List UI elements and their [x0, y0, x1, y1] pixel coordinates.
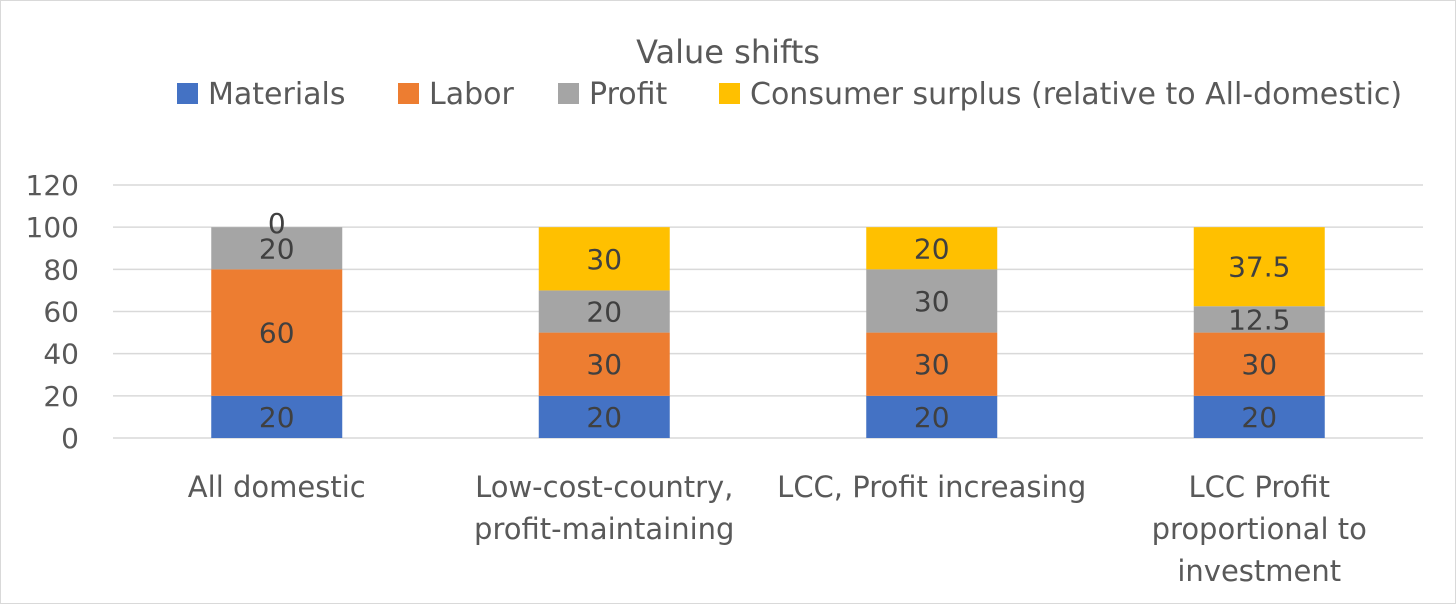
x-axis: All domestic Low-cost-country, profit-main… [188, 470, 1367, 588]
bar-1-3 [538, 227, 670, 291]
bar-3-2 [1193, 306, 1325, 333]
y-tick-label-0: 0 [61, 422, 79, 455]
bar-3-1 [1193, 332, 1325, 396]
y-axis: 0 20 40 60 80 100 120 [26, 169, 79, 455]
y-tick-label-100: 100 [26, 211, 79, 244]
data-label-1-0: 20 [586, 401, 622, 434]
y-tick-label-120: 120 [26, 169, 79, 202]
bar-0-0 [211, 395, 343, 438]
x-category-label-3: LCC Profit proportional to investment [1152, 470, 1367, 588]
x-category-label-0: All domestic [188, 470, 366, 504]
bar-3-0 [1193, 395, 1325, 438]
data-label-0-2: 20 [259, 232, 295, 265]
legend-label-2: Profit [589, 77, 667, 112]
bar-0-2 [211, 227, 343, 270]
legend-swatch-1 [398, 83, 419, 104]
bar-2-1 [866, 332, 998, 396]
bar-1-1 [538, 332, 670, 396]
data-label-3-0: 20 [1241, 401, 1277, 434]
y-tick-label-60: 60 [43, 296, 79, 329]
x-category-label-2: LCC, Profit increasing [777, 470, 1086, 504]
data-label-2-3: 20 [914, 232, 950, 265]
data-label-0-1: 60 [259, 317, 295, 350]
data-label-3-3: 37.5 [1228, 251, 1290, 284]
legend-label-0: Materials [208, 77, 346, 112]
bar-2-3 [866, 227, 998, 270]
data-label-1-3: 30 [586, 243, 622, 276]
data-label-0-0: 20 [259, 401, 295, 434]
x-category-label-1: Low-cost-country, profit-maintaining [474, 470, 734, 546]
legend-swatch-0 [177, 83, 198, 104]
y-tick-label-80: 80 [43, 253, 79, 286]
bar-2-2 [866, 269, 998, 333]
bar-1-2 [538, 290, 670, 333]
y-tick-label-20: 20 [43, 380, 79, 413]
legend-label-1: Labor [429, 77, 514, 112]
bars [211, 227, 1325, 438]
chart-title: Value shifts [636, 33, 820, 71]
data-label-2-1: 30 [914, 348, 950, 381]
bar-2-0 [866, 395, 998, 438]
data-label-2-2: 30 [914, 285, 950, 318]
data-label-3-2: 12.5 [1228, 303, 1290, 336]
legend-label-3: Consumer surplus (relative to All-domest… [750, 77, 1402, 112]
legend-swatch-3 [719, 83, 740, 104]
legend: Materials Labor Profit Consumer surplus (re… [177, 77, 1402, 112]
y-tick-label-40: 40 [43, 338, 79, 371]
data-label-3-1: 30 [1241, 348, 1277, 381]
bar-0-1 [211, 269, 343, 396]
data-label-1-2: 20 [586, 296, 622, 329]
data-label-2-0: 20 [914, 401, 950, 434]
legend-swatch-2 [558, 83, 579, 104]
bar-1-0 [538, 395, 670, 438]
data-label-1-1: 30 [586, 348, 622, 381]
data-label-0-3: 0 [268, 207, 286, 240]
bar-3-3 [1193, 227, 1325, 307]
